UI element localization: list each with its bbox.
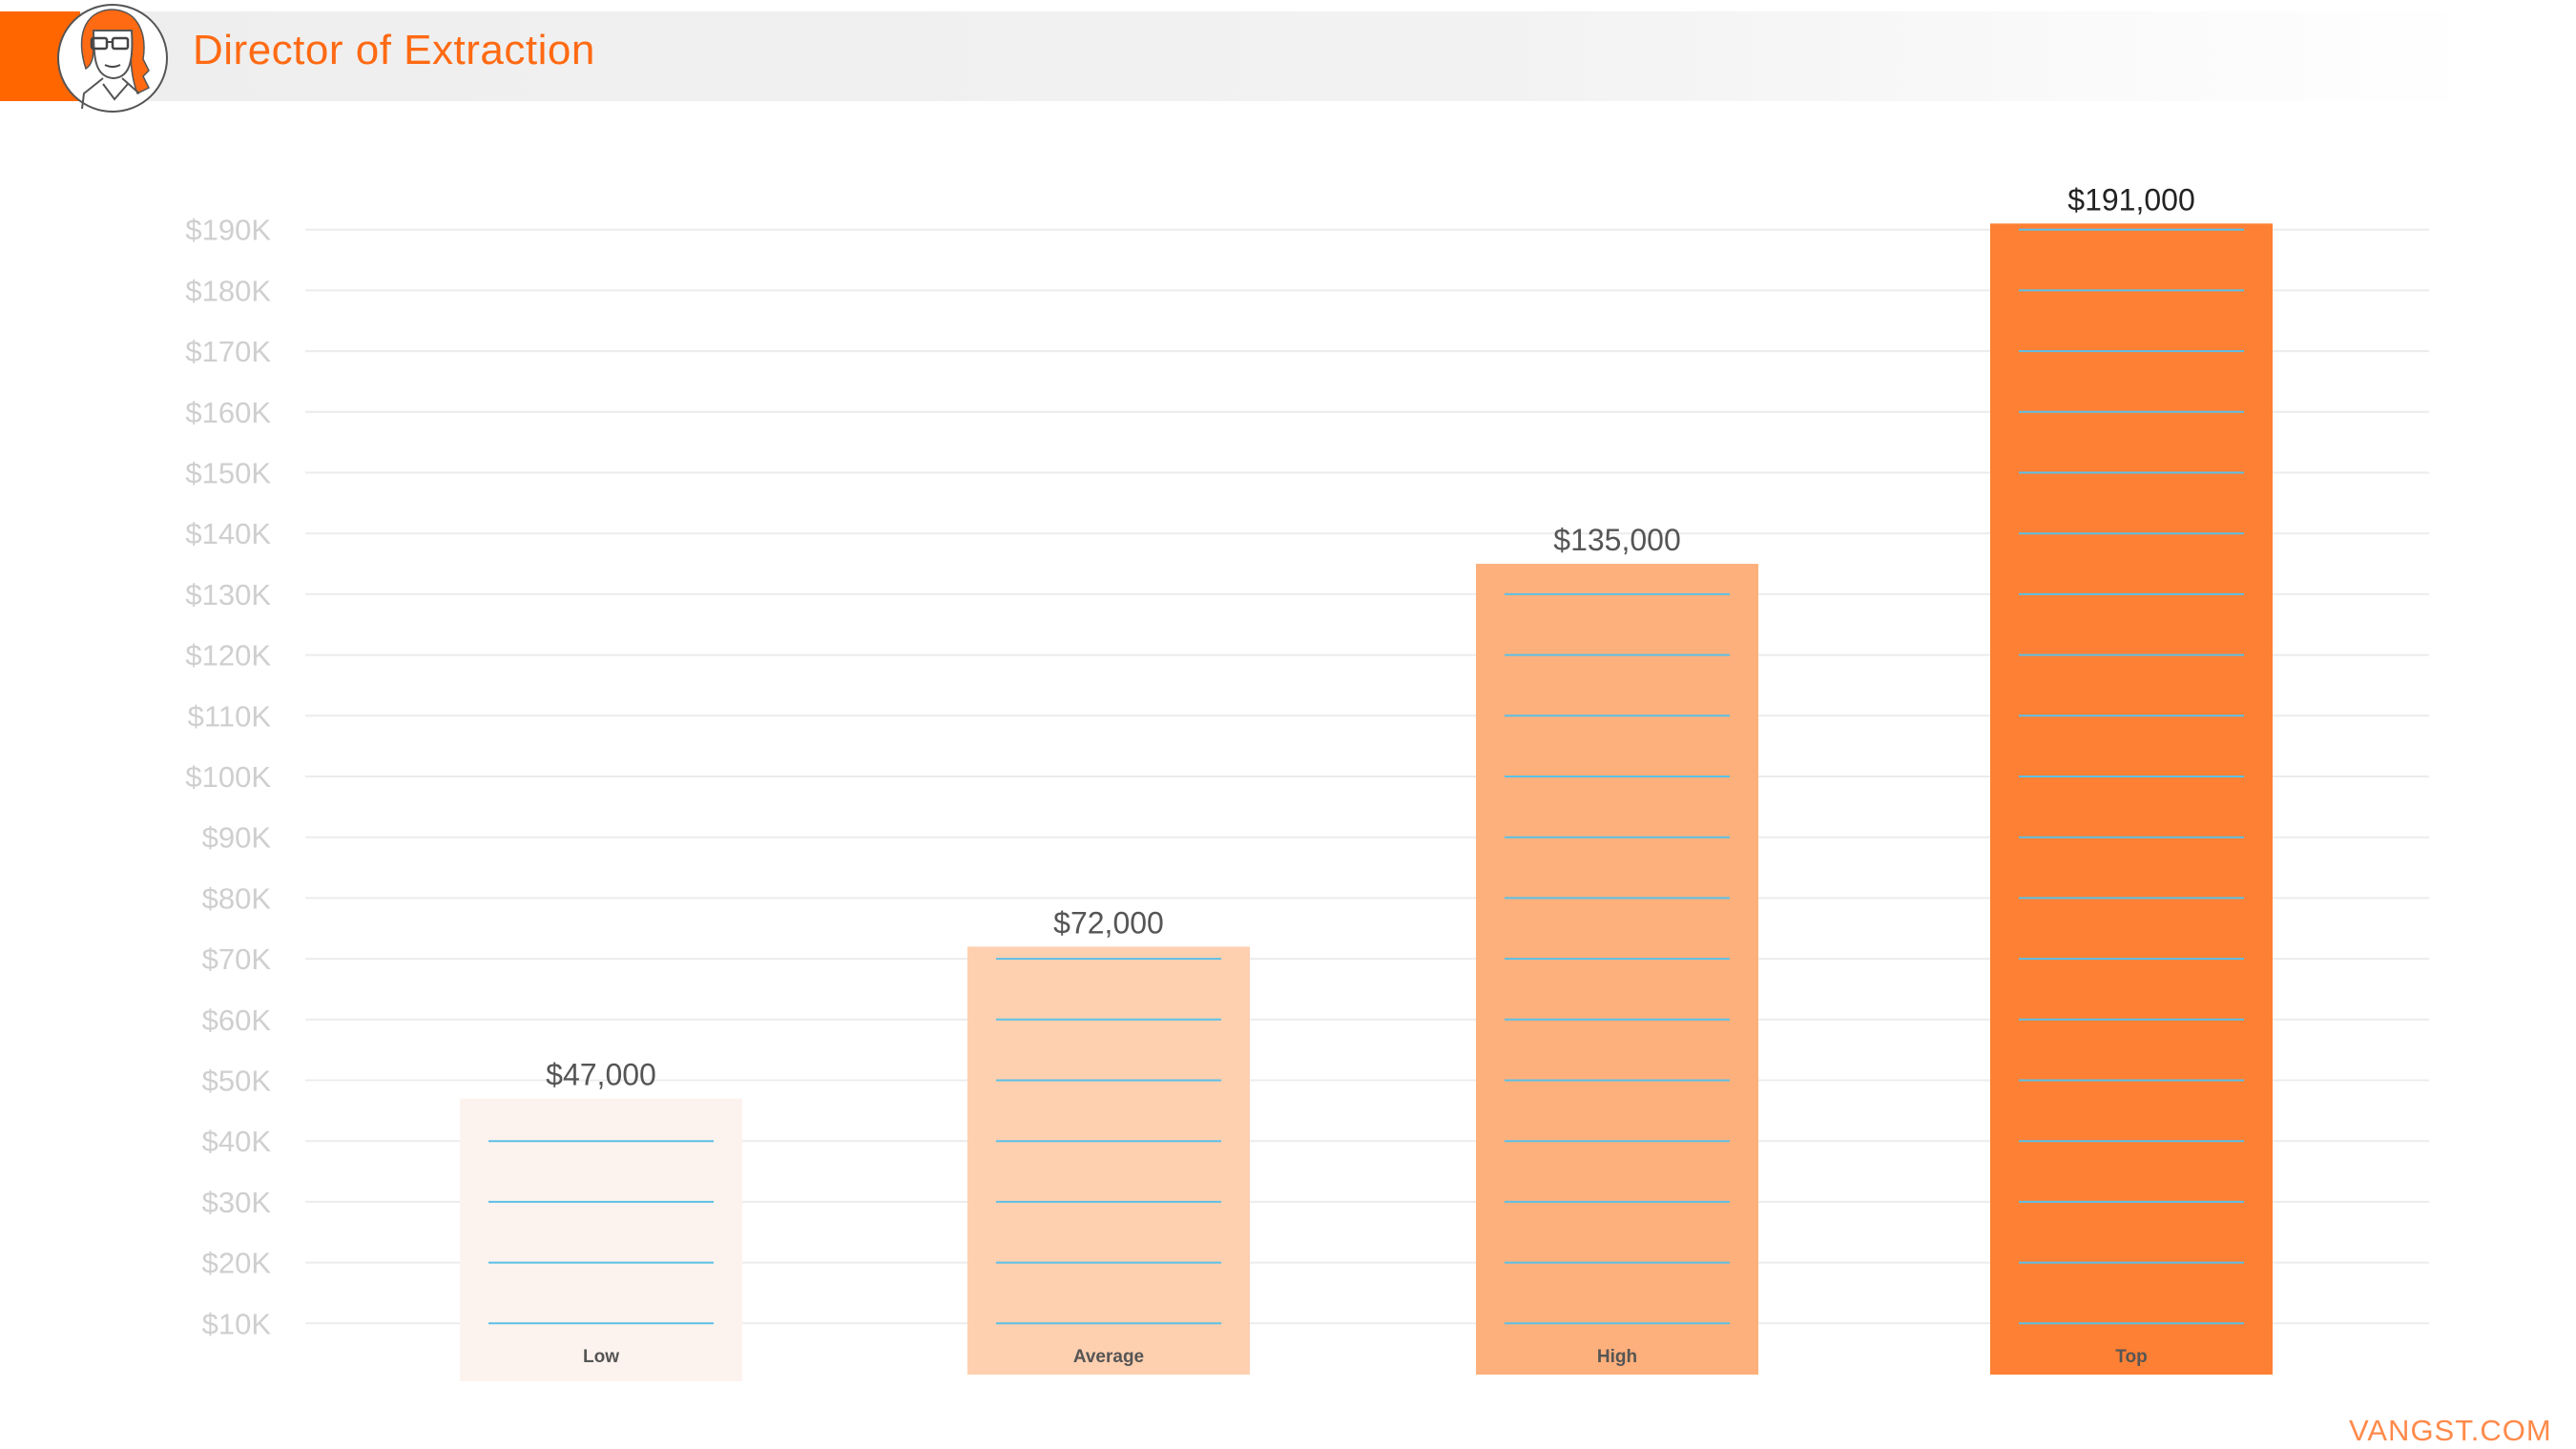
y-tick-label: $150K (185, 457, 271, 490)
y-tick-label: $160K (185, 396, 271, 429)
bar-low (460, 1098, 742, 1381)
bar-value-label: $72,000 (1053, 905, 1164, 940)
category-label: Low (583, 1347, 619, 1367)
y-tick-label: $50K (202, 1065, 272, 1098)
y-tick-label: $60K (202, 1004, 272, 1037)
category-label: High (1597, 1347, 1637, 1367)
y-tick-label: $190K (185, 214, 271, 247)
y-tick-label: $80K (202, 881, 272, 915)
y-tick-label: $100K (185, 760, 271, 794)
y-tick-label: $170K (185, 335, 271, 368)
bar-high (1476, 564, 1758, 1375)
bar-value-label: $191,000 (2067, 182, 2194, 217)
y-tick-label: $120K (185, 639, 271, 673)
y-tick-label: $90K (202, 821, 272, 855)
y-tick-label: $180K (185, 274, 271, 307)
woman-with-glasses-avatar-icon (57, 4, 168, 113)
y-tick-label: $30K (202, 1186, 272, 1219)
bar-top (1990, 223, 2273, 1376)
category-label: Top (2115, 1347, 2147, 1367)
y-tick-label: $130K (185, 578, 271, 611)
page-title: Director of Extraction (193, 27, 595, 73)
y-tick-label: $70K (202, 942, 272, 976)
bar-value-label: $47,000 (546, 1058, 656, 1092)
category-label: Average (1073, 1347, 1144, 1367)
brand-logo-text: VANGST.COM (2349, 1414, 2552, 1447)
bar-average (967, 946, 1250, 1375)
bar-value-label: $135,000 (1553, 523, 1680, 557)
y-tick-label: $20K (202, 1247, 272, 1280)
y-tick-label: $10K (202, 1307, 272, 1340)
header-band (0, 11, 2481, 101)
y-tick-label: $40K (202, 1125, 272, 1158)
y-tick-label: $110K (188, 699, 272, 733)
y-tick-label: $140K (185, 517, 271, 550)
